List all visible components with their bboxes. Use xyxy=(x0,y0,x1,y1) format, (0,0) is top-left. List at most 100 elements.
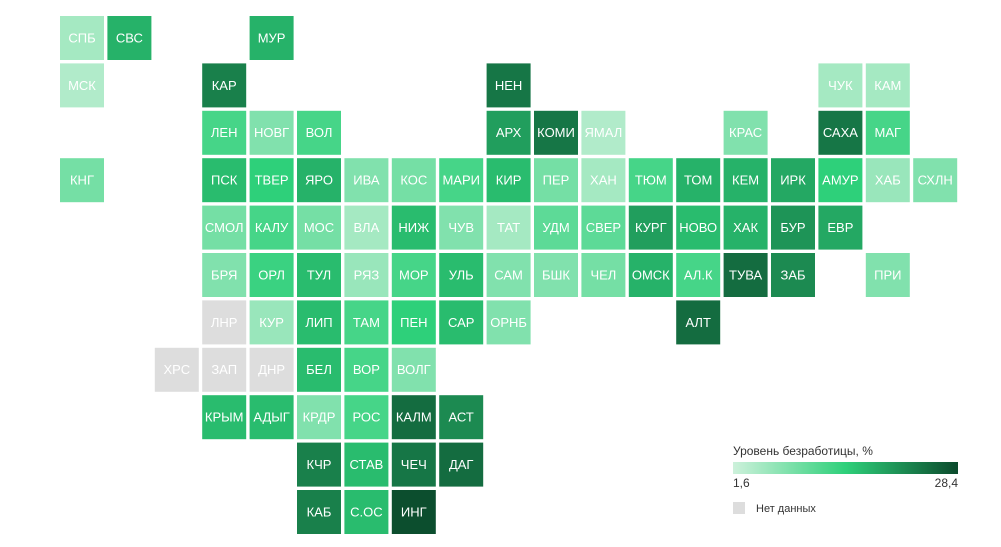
tile-cell xyxy=(344,395,389,440)
tile: ИРК xyxy=(771,158,815,203)
tile-label: ЧЕЛ xyxy=(590,267,616,282)
tile-cell xyxy=(486,158,531,203)
tile: ВОЛ xyxy=(297,110,341,155)
tile-cell xyxy=(628,205,673,250)
tile-cell xyxy=(202,253,247,297)
tile: ТЮМ xyxy=(628,158,673,203)
tile-cell xyxy=(486,110,531,155)
tile-cell xyxy=(391,490,436,534)
tile: ХАБ xyxy=(865,158,910,203)
tile-cell xyxy=(439,300,484,345)
tile-cell xyxy=(771,205,815,250)
tile-cell xyxy=(534,158,578,203)
tile-label: ПЕР xyxy=(543,173,570,188)
tile-cell xyxy=(818,205,863,250)
tile: ХАК xyxy=(723,205,768,250)
legend-min: 1,6 xyxy=(733,476,750,490)
tile-label: ТУЛ xyxy=(307,267,331,282)
tile: ТОМ xyxy=(676,158,721,203)
tile-label: САМ xyxy=(494,267,523,282)
tile-label: УДМ xyxy=(542,220,569,235)
tile: ЗАП xyxy=(202,347,247,392)
tile-label: ЗАБ xyxy=(780,267,805,282)
tile: АДЫГ xyxy=(249,395,294,440)
tile-label: ЧУВ xyxy=(448,220,474,235)
tile: КАЛМ xyxy=(391,395,436,440)
tile-cell xyxy=(486,63,531,108)
tile-cell xyxy=(249,205,294,250)
tile-cell xyxy=(723,253,768,297)
tile-label: КОС xyxy=(400,173,427,188)
tile-label: КАЛМ xyxy=(396,410,432,425)
tile-label: ВОР xyxy=(353,362,380,377)
tile-label: ИВА xyxy=(353,173,380,188)
tile-cell xyxy=(344,442,389,487)
tile-label: ТАМ xyxy=(353,315,380,330)
tile-cell xyxy=(771,253,815,297)
tile: МОР xyxy=(391,253,436,297)
tile-label: АСТ xyxy=(449,410,474,425)
tile: КЧР xyxy=(297,442,341,487)
tile-label: ОМСК xyxy=(632,267,670,282)
tile-label: СПБ xyxy=(68,30,95,45)
tile-cell xyxy=(297,300,341,345)
tile: ОРНБ xyxy=(486,300,531,345)
tile-cell xyxy=(581,110,626,155)
tile: БРЯ xyxy=(202,253,247,297)
tile-cell xyxy=(865,110,910,155)
tile-cell xyxy=(60,158,104,203)
tile-label: НИЖ xyxy=(398,220,429,235)
tile-label: КЧР xyxy=(307,457,332,472)
tile: ПСК xyxy=(202,158,247,203)
tile-cell xyxy=(676,253,721,297)
tile: ИНГ xyxy=(391,490,436,534)
tile-label: САР xyxy=(448,315,474,330)
tile-cell xyxy=(297,158,341,203)
tile: КРЫМ xyxy=(202,395,247,440)
tile: ТУЛ xyxy=(297,253,341,297)
tile: ЛНР xyxy=(202,300,247,345)
tile: БЕЛ xyxy=(297,347,341,392)
tile-cell xyxy=(439,253,484,297)
tile-cell xyxy=(391,347,436,392)
tile: ВЛА xyxy=(344,205,389,250)
tile-cell xyxy=(154,347,199,392)
tile: МАРИ xyxy=(439,158,484,203)
tile: ПЕР xyxy=(534,158,578,203)
tile-cell xyxy=(913,158,958,203)
tile: КИР xyxy=(486,158,531,203)
tile-cell xyxy=(581,205,626,250)
tile-label: КУР xyxy=(259,315,284,330)
tile-cell xyxy=(249,300,294,345)
tile: ЧУК xyxy=(818,63,863,108)
tile-cell xyxy=(486,253,531,297)
tile: НИЖ xyxy=(391,205,436,250)
tile-label: ЕВР xyxy=(827,220,853,235)
tile-label: КАМ xyxy=(874,78,901,93)
tile-label: МОС xyxy=(304,220,334,235)
tile: СМОЛ xyxy=(202,205,247,250)
tile-label: СВС xyxy=(116,30,143,45)
tile-label: БШК xyxy=(542,267,570,282)
tile: С.ОС xyxy=(344,490,389,534)
tile-cell xyxy=(297,395,341,440)
tile: МАГ xyxy=(865,110,910,155)
tile: КОМИ xyxy=(534,110,578,155)
legend-max: 28,4 xyxy=(935,476,959,490)
tile-cell xyxy=(60,16,104,60)
legend: Уровень безработицы, % 1,6 28,4 Нет данн… xyxy=(733,444,958,515)
tile-label: ОРНБ xyxy=(490,315,527,330)
tile-label: КИР xyxy=(496,173,522,188)
tile: БУР xyxy=(771,205,815,250)
tile-cell xyxy=(581,253,626,297)
tile-cell xyxy=(439,205,484,250)
tile-cell xyxy=(391,442,436,487)
tile-label: ВОЛ xyxy=(306,125,333,140)
tile: КРАС xyxy=(723,110,768,155)
tile-label: ТЮМ xyxy=(635,173,667,188)
tile-cell xyxy=(202,63,247,108)
tile-label: С.ОС xyxy=(350,504,383,519)
tile-cell xyxy=(818,110,863,155)
tile-cell xyxy=(249,395,294,440)
